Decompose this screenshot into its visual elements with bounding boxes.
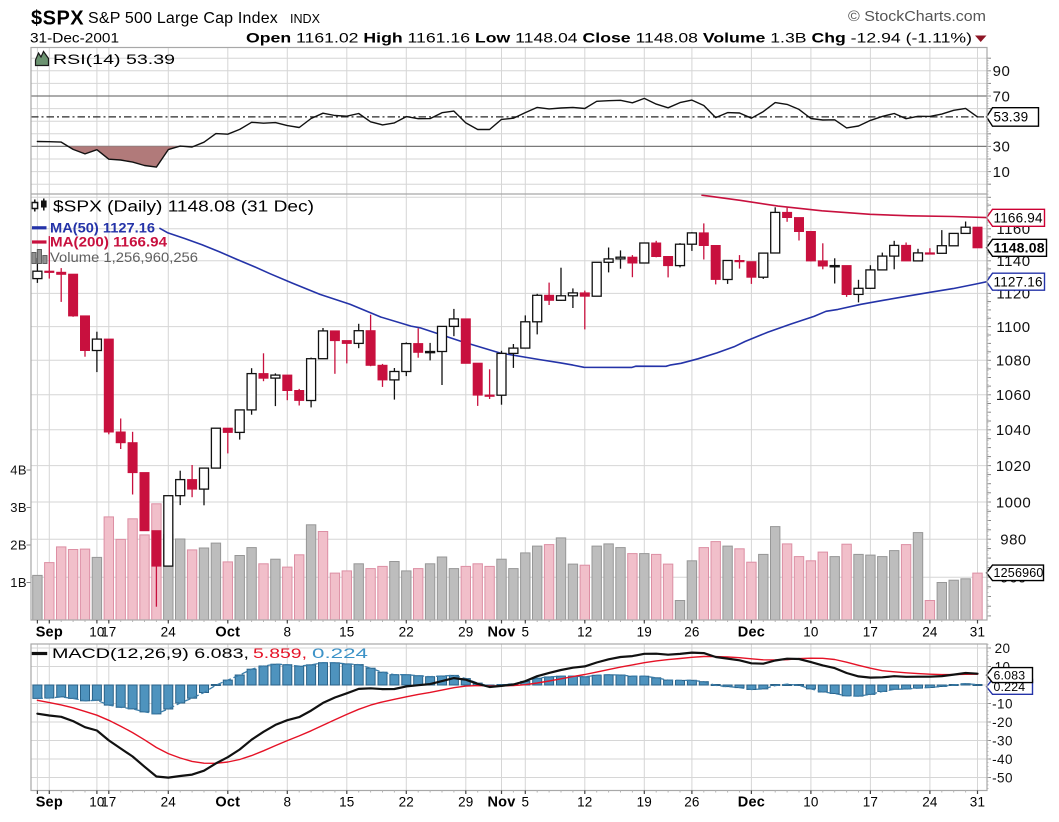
svg-text:29: 29 (458, 625, 473, 640)
svg-text:1040: 1040 (996, 422, 1031, 439)
svg-text:1127.16: 1127.16 (994, 274, 1043, 289)
svg-text:8: 8 (283, 795, 291, 810)
svg-text:10: 10 (89, 625, 104, 640)
svg-text:Volume 1,256,960,256: Volume 1,256,960,256 (50, 250, 198, 265)
svg-text:17: 17 (101, 625, 116, 640)
svg-text:5: 5 (521, 625, 529, 640)
svg-text:24: 24 (922, 795, 938, 810)
svg-text:-10: -10 (992, 696, 1013, 711)
svg-text:24: 24 (922, 625, 938, 640)
svg-text:© StockCharts.com: © StockCharts.com (848, 9, 986, 25)
svg-text:31-Dec-2001: 31-Dec-2001 (30, 31, 119, 46)
svg-text:Oct: Oct (215, 795, 240, 811)
svg-text:15: 15 (339, 795, 354, 810)
svg-text:0.224: 0.224 (312, 645, 368, 661)
svg-text:29: 29 (458, 795, 473, 810)
svg-text:1140: 1140 (996, 253, 1030, 270)
svg-text:Dec: Dec (738, 625, 765, 641)
svg-text:S&P 500 Large Cap Index: S&P 500 Large Cap Index (88, 10, 278, 27)
svg-text:5.859,: 5.859, (253, 645, 307, 661)
svg-text:$SPX (Daily) 1148.08 (31 Dec): $SPX (Daily) 1148.08 (31 Dec) (53, 199, 314, 216)
svg-text:30: 30 (993, 139, 1011, 156)
svg-text:6.083: 6.083 (994, 668, 1026, 682)
svg-text:1166.94: 1166.94 (994, 211, 1043, 226)
svg-text:1080: 1080 (996, 353, 1031, 370)
svg-text:70: 70 (993, 88, 1011, 105)
svg-text:31: 31 (970, 625, 985, 640)
svg-text:MA(200) 1166.94: MA(200) 1166.94 (50, 235, 168, 250)
svg-text:1256960: 1256960 (994, 566, 1044, 580)
svg-text:Sep: Sep (36, 795, 63, 811)
svg-text:Dec: Dec (738, 795, 765, 811)
svg-text:Nov: Nov (488, 625, 516, 641)
svg-text:10: 10 (89, 795, 104, 810)
svg-text:22: 22 (399, 795, 414, 810)
svg-text:1100: 1100 (996, 319, 1030, 336)
svg-text:12: 12 (577, 795, 592, 810)
svg-text:Open 1161.02 High 1161.16 Low: Open 1161.02 High 1161.16 Low 1148.04 Cl… (246, 31, 972, 46)
svg-text:1020: 1020 (996, 458, 1031, 475)
svg-text:24: 24 (161, 625, 177, 640)
svg-text:17: 17 (101, 795, 116, 810)
svg-text:0.224: 0.224 (994, 680, 1026, 694)
svg-text:8: 8 (283, 625, 291, 640)
svg-text:Oct: Oct (215, 625, 240, 641)
svg-text:10: 10 (803, 795, 818, 810)
svg-text:-30: -30 (992, 733, 1013, 748)
svg-text:24: 24 (161, 795, 177, 810)
svg-text:12: 12 (577, 625, 592, 640)
svg-text:17: 17 (863, 625, 878, 640)
svg-text:10: 10 (993, 164, 1011, 181)
svg-text:53.39: 53.39 (994, 110, 1029, 125)
svg-text:-50: -50 (992, 770, 1013, 785)
svg-text:4B: 4B (10, 463, 27, 478)
svg-text:2B: 2B (10, 538, 27, 553)
svg-text:26: 26 (684, 795, 699, 810)
svg-text:22: 22 (399, 625, 414, 640)
svg-text:19: 19 (637, 795, 652, 810)
svg-text:980: 980 (1000, 532, 1027, 549)
svg-text:MA(50) 1127.16: MA(50) 1127.16 (50, 220, 156, 235)
svg-text:31: 31 (970, 795, 985, 810)
svg-text:MACD(12,26,9) 6.083,: MACD(12,26,9) 6.083, (52, 645, 249, 661)
svg-text:20: 20 (995, 641, 1011, 656)
svg-text:90: 90 (993, 63, 1011, 80)
svg-text:3B: 3B (10, 500, 27, 515)
svg-text:19: 19 (637, 625, 652, 640)
svg-text:5: 5 (521, 795, 529, 810)
svg-text:-20: -20 (992, 715, 1013, 730)
svg-text:17: 17 (863, 795, 878, 810)
svg-text:1148.08: 1148.08 (994, 240, 1045, 256)
svg-text:1B: 1B (10, 575, 27, 590)
svg-text:26: 26 (684, 625, 699, 640)
svg-text:RSI(14) 53.39: RSI(14) 53.39 (53, 52, 175, 67)
svg-text:Nov: Nov (488, 795, 516, 811)
svg-text:10: 10 (803, 625, 818, 640)
svg-text:$SPX: $SPX (31, 8, 84, 30)
svg-text:15: 15 (339, 625, 354, 640)
svg-text:Sep: Sep (36, 625, 63, 641)
svg-text:1060: 1060 (996, 387, 1031, 404)
svg-text:1000: 1000 (996, 494, 1031, 511)
svg-text:-40: -40 (992, 752, 1013, 767)
svg-text:INDX: INDX (290, 11, 320, 26)
